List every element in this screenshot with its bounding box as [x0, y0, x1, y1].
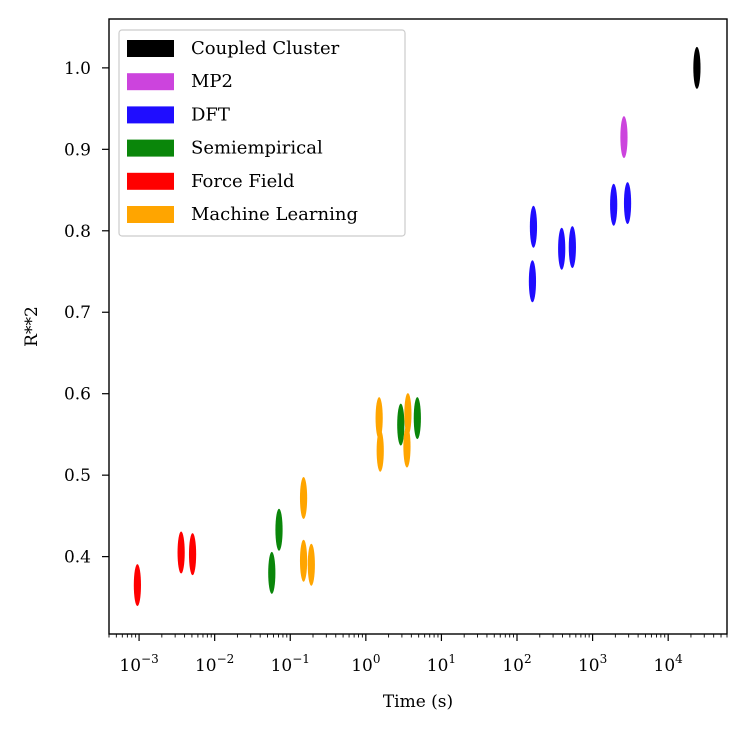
x-tick-label-5: 102 [502, 652, 531, 676]
legend-swatch-2 [127, 106, 174, 124]
data-point-3-0 [268, 551, 276, 594]
x-tick-label-7: 104 [654, 652, 684, 676]
data-point-1-0 [620, 116, 628, 159]
data-point-2-2 [558, 227, 566, 270]
legend-label-5: Machine Learning [191, 204, 358, 225]
y-tick-label-6: 1.0 [64, 59, 91, 79]
legend-swatch-4 [127, 172, 174, 190]
legend-label-1: MP2 [191, 71, 233, 92]
data-point-4-0 [133, 564, 141, 607]
plot-frame [108, 18, 728, 635]
y-tick-label-4: 0.8 [64, 222, 91, 242]
data-point-4-1 [177, 531, 185, 574]
data-point-2-4 [610, 183, 618, 226]
y-tick-label-0: 0.4 [64, 548, 91, 568]
data-point-3-3 [413, 397, 421, 440]
y-tick-label-1: 0.5 [64, 466, 91, 486]
x-tick-label-4: 101 [427, 652, 456, 676]
x-tick-label-0: 10−3 [119, 652, 158, 676]
data-point-2-5 [623, 182, 632, 225]
data-point-0-0 [693, 46, 701, 89]
legend: Coupled Cluster MP2 DFT Semiempirical Force … [118, 29, 406, 237]
data-point-4-2 [188, 533, 197, 576]
chart-axes: 10−3 10−2 10−1 100 101 102 103 104 0.4 0.5 0.6 0.7 0… [64, 59, 728, 676]
legend-swatch-5 [127, 206, 174, 223]
legend-label-0: Coupled Cluster [191, 38, 340, 59]
legend-frame [118, 29, 406, 237]
legend-swatch-3 [127, 139, 174, 157]
legend-swatch-1 [127, 73, 174, 91]
data-point-3-2 [397, 403, 405, 446]
y-tick-label-5: 0.9 [64, 140, 91, 160]
legend-label-2: DFT [191, 104, 230, 125]
data-point-2-0 [529, 205, 538, 248]
data-point-2-3 [568, 226, 576, 269]
chart-marks [133, 46, 701, 607]
data-point-5-1 [299, 539, 308, 582]
data-point-5-4 [376, 429, 384, 472]
y-axis-label: R**2 [22, 306, 42, 347]
x-tick-label-1: 10−2 [195, 652, 234, 676]
legend-label-4: Force Field [191, 171, 295, 192]
y-tick-label-2: 0.6 [64, 385, 91, 405]
y-tick-label-3: 0.7 [64, 303, 91, 323]
x-tick-label-3: 100 [351, 652, 380, 676]
data-point-5-0 [299, 476, 308, 519]
x-axis-label: Time (s) [383, 692, 453, 712]
data-point-5-3 [375, 397, 383, 440]
x-tick-label-2: 10−1 [271, 652, 310, 676]
x-tick-label-6: 103 [578, 652, 607, 676]
data-point-5-6 [403, 425, 411, 468]
legend-label-3: Semiempirical [191, 138, 323, 159]
data-point-5-5 [404, 393, 412, 436]
data-point-2-1 [528, 260, 537, 303]
data-point-5-2 [307, 543, 315, 586]
data-point-3-1 [275, 508, 283, 551]
legend-swatch-0 [127, 40, 174, 57]
